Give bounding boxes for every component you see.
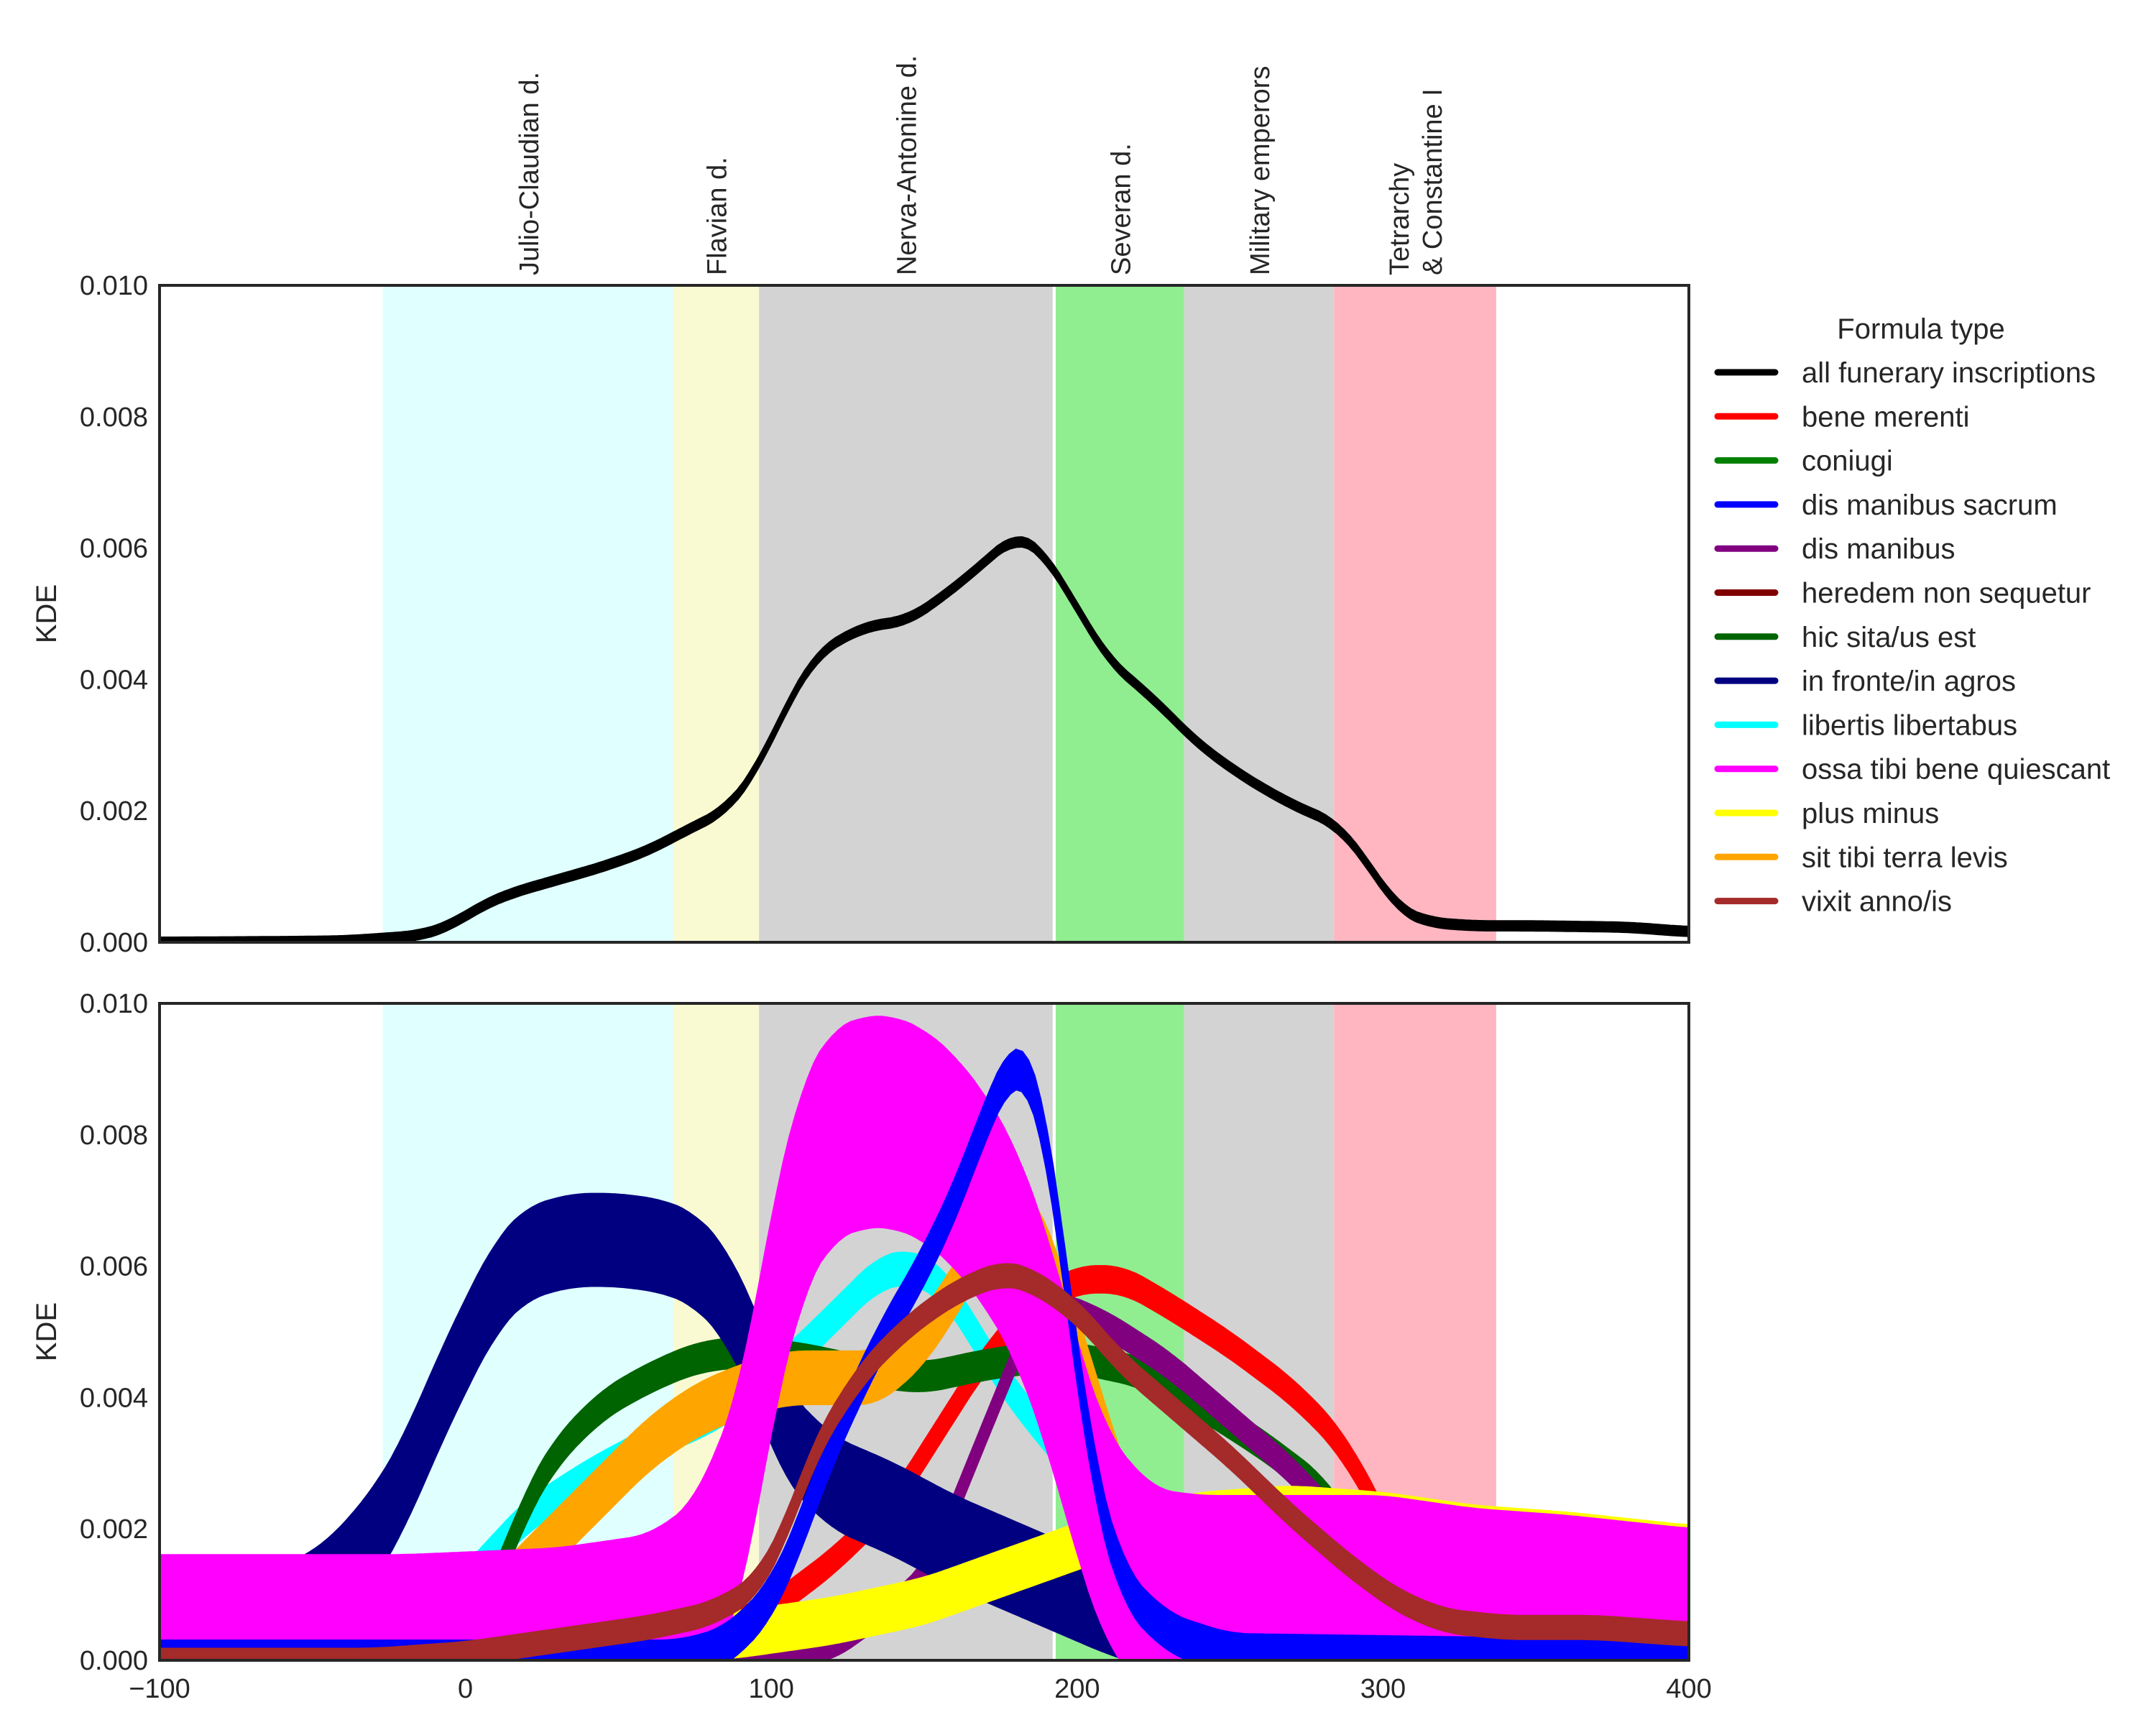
period-label-tetrarchy-constantine-i: Tetrarchy [1385,163,1415,275]
legend-entries: all funerary inscriptions bene merenti con… [1714,357,2110,918]
legend-entry-in-fronte-in-agros: in fronte/in agros [1714,666,2016,697]
legend: Formula type all funerary inscriptions be… [1714,313,2110,918]
legend-entry-dis-manibus: dis manibus [1714,533,1955,565]
y-tick-label: 0.004 [80,665,148,695]
series-vixit-anno-is [160,1263,1689,1660]
legend-entry-ossa-tibi-bene-quiescant: ossa tibi bene quiescant [1714,754,2110,786]
legend-label: heredem non sequetur [1802,578,2091,610]
axes-frame [158,1002,1690,1662]
period-label-julio-claudian-d: Julio-Claudian d. [515,72,545,275]
legend-entry-all-funerary-inscriptions: all funerary inscriptions [1714,357,2096,389]
x-axis-ticks: −100 0 100 200 300 400 [129,1674,1712,1704]
legend-label: vixit anno/is [1802,886,1952,918]
series-dis-manibus-sacrum [160,1049,1689,1660]
period-labels: Julio-Claudian d. Flavian d. Nerva-Antonin… [515,55,1448,275]
legend-label: bene merenti [1802,401,1969,433]
x-tick-label: 200 [1054,1674,1100,1704]
y-tick-label: 0.008 [80,402,148,433]
legend-label: ossa tibi bene quiescant [1802,754,2110,786]
period-label-tetrarchy-constantine-i: & Constantine I [1418,88,1448,275]
period-band-flavian-d [673,285,760,942]
series-all-funerary-inscriptions [160,536,1689,942]
legend-label: dis manibus [1802,533,1955,565]
legend-entry-vixit-anno-is: vixit anno/is [1714,886,1952,918]
legend-label: all funerary inscriptions [1802,357,2096,389]
legend-entry-bene-merenti: bene merenti [1714,401,1969,433]
legend-label: sit tibi terra levis [1802,842,2008,873]
y-axis-label: KDE [31,584,63,643]
series-sit-tibi-terra-levis [160,1184,1689,1660]
legend-entry-heredem-non-sequetur: heredem non sequetur [1714,578,2091,610]
axes-frame [158,284,1690,944]
series-layer [160,1016,1689,1660]
legend-title: Formula type [1837,313,2004,345]
period-band-military-emperors [1184,285,1335,942]
period-band-tetrarchy-constantine-i [1334,285,1496,942]
legend-entry-plus-minus: plus minus [1714,798,1939,829]
series-layer [160,536,1689,942]
panel-all-inscriptions: 0.000 0.002 0.004 0.006 0.008 0.010 KDE [31,271,1690,958]
x-tick-label: −100 [129,1674,190,1704]
y-tick-label: 0.000 [80,1646,148,1676]
y-tick-label: 0.000 [80,928,148,958]
legend-entry-hic-sita-us-est: hic sita/us est [1714,622,1976,653]
legend-label: libertis libertabus [1802,709,2017,741]
y-axis-label: KDE [31,1302,63,1361]
period-bands [382,285,1496,942]
legend-label: coniugi [1802,446,1893,477]
legend-entry-libertis-libertabus: libertis libertabus [1714,709,2017,741]
series-hic-sita-us-est [160,1337,1689,1660]
legend-label: dis manibus sacrum [1802,489,2058,521]
y-tick-label: 0.006 [80,534,148,564]
series-ossa-tibi-bene-quiescant [160,1016,1689,1660]
period-label-severan-d: Severan d. [1106,143,1136,275]
y-axis-ticks: 0.000 0.002 0.004 0.006 0.008 0.010 [80,271,148,958]
legend-entry-sit-tibi-terra-levis: sit tibi terra levis [1714,842,2008,873]
period-label-nerva-antonine-d: Nerva-Antonine d. [892,55,922,275]
y-tick-label: 0.008 [80,1121,148,1151]
period-band-severan-d [1056,285,1184,942]
period-label-flavian-d: Flavian d. [703,157,733,275]
legend-entry-coniugi: coniugi [1714,446,1893,477]
y-axis-ticks: 0.000 0.002 0.004 0.006 0.008 0.010 [80,989,148,1676]
legend-label: plus minus [1802,798,1939,829]
y-tick-label: 0.006 [80,1252,148,1282]
y-tick-label: 0.002 [80,1514,148,1545]
x-tick-label: 0 [458,1674,473,1704]
y-tick-label: 0.004 [80,1383,148,1413]
legend-entry-dis-manibus-sacrum: dis manibus sacrum [1714,489,2058,521]
period-band-julio-claudian-d [382,285,674,942]
legend-label: in fronte/in agros [1802,666,2016,697]
legend-label: hic sita/us est [1802,622,1976,653]
y-tick-label: 0.010 [80,271,148,301]
x-tick-label: 300 [1360,1674,1406,1704]
x-tick-label: 100 [748,1674,793,1704]
y-tick-label: 0.010 [80,989,148,1019]
y-tick-label: 0.002 [80,796,148,827]
panel-formula-types: 0.000 0.002 0.004 0.006 0.008 0.010 −100 0 100 2… [31,989,1712,1704]
x-tick-label: 400 [1666,1674,1711,1704]
period-label-military-emperors: Military emperors [1245,66,1276,275]
